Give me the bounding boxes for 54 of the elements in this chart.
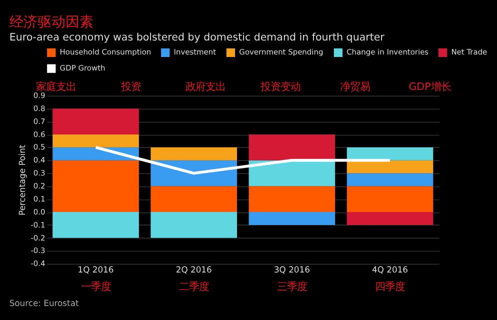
legend-label: Household Consumption: [60, 48, 152, 57]
text: GDP增长: [408, 81, 451, 94]
y-tick-label: -0.1: [30, 220, 46, 230]
bar: [150, 212, 238, 238]
bar: [52, 160, 139, 212]
bar: [248, 160, 336, 186]
y-tick-label: 0.3: [33, 168, 46, 178]
text: 二季度: [178, 280, 209, 293]
bar: [248, 186, 336, 212]
text: 投资: [120, 81, 141, 94]
legend-label: Change in Inventories: [346, 48, 429, 57]
text: 净贸易: [340, 81, 370, 94]
text: 投资变动: [259, 81, 300, 94]
bar: [346, 160, 434, 174]
y-tick-label: 0.0: [33, 207, 46, 216]
x-tick-label: 3Q 2016: [274, 264, 310, 275]
text: 三季度: [276, 280, 307, 293]
bar: [52, 212, 139, 238]
x-tick-label: 1Q 2016: [78, 264, 114, 275]
chart-title: 经济驱动因素: [9, 14, 94, 31]
y-tick-label: 0.2: [33, 182, 46, 191]
legend-label: Net Trade: [451, 48, 488, 57]
y-tick-label: 0.4: [33, 156, 46, 165]
text: 四季度: [375, 280, 406, 293]
y-tick-label: -0.2: [30, 233, 46, 242]
y-tick-label: 0.8: [33, 104, 46, 113]
y-tick-label: 0.1: [33, 194, 46, 204]
bar: [150, 147, 238, 160]
legend-label: Government Spending: [239, 48, 324, 57]
y-tick-label: 0.7: [33, 116, 46, 126]
text: 政府支出: [186, 81, 226, 94]
source-note: Source: Eurostat: [9, 298, 80, 308]
bar: [346, 173, 434, 186]
bar: [346, 147, 434, 160]
y-tick-label: -0.3: [30, 246, 46, 256]
bar: [150, 186, 238, 212]
bar: [248, 212, 336, 225]
bar: [52, 108, 139, 134]
legend-label: GDP Growth: [60, 63, 106, 72]
y-tick-label: 0.9: [33, 90, 46, 100]
chart-subtitle: Euro-area economy was bolstered by domestic demand in fourth quarter: [9, 32, 386, 44]
y-tick-label: -0.4: [30, 259, 46, 268]
y-tick-label: 0.5: [33, 142, 46, 152]
bar: [346, 186, 434, 212]
text: 家庭支出: [36, 81, 76, 94]
bar: [346, 212, 434, 225]
bar: [248, 134, 336, 160]
y-axis-title: Percentage Point: [17, 144, 28, 216]
legend-label: Investment: [174, 48, 216, 57]
y-tick-label: 0.6: [33, 130, 46, 139]
bar: [52, 134, 139, 148]
x-tick-label: 4Q 2016: [372, 264, 408, 275]
x-tick-label: 2Q 2016: [176, 264, 212, 275]
text: 一季度: [80, 280, 111, 293]
